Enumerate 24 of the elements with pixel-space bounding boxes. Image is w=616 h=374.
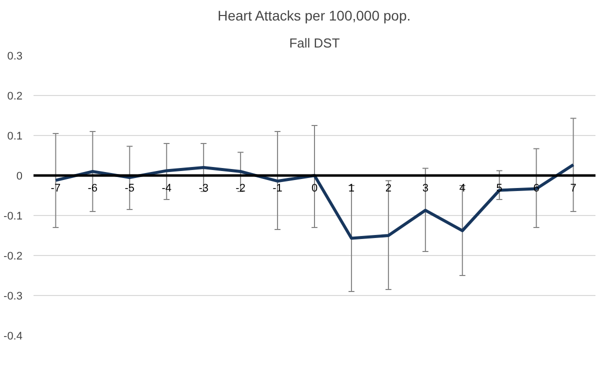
chart-subtitle: Fall DST (289, 36, 340, 50)
y-tick-label: 0 (16, 170, 23, 182)
chart-title: Heart Attacks per 100,000 pop. (218, 8, 411, 24)
y-tick-label: -0.4 (4, 330, 23, 342)
y-tick-label: 0.2 (7, 90, 23, 102)
x-tick-label: -2 (236, 182, 246, 194)
x-tick-label: 7 (570, 182, 576, 194)
x-tick-label: 4 (459, 182, 466, 194)
x-tick-label: 2 (385, 182, 392, 194)
y-tick-label: 0.1 (7, 130, 23, 142)
x-tick-label: -1 (272, 182, 282, 194)
x-tick-label: -5 (124, 182, 135, 194)
y-tick-label: -0.2 (4, 250, 23, 262)
x-tick-label: -4 (162, 182, 172, 194)
x-tick-label: 1 (348, 182, 355, 194)
y-tick-label: -0.3 (4, 290, 23, 302)
x-tick-label: 3 (422, 182, 428, 194)
x-tick-label: -3 (198, 182, 208, 194)
x-tick-label: -7 (50, 182, 61, 194)
x-tick-label: -6 (88, 182, 98, 194)
y-tick-label: 0.3 (7, 50, 23, 62)
x-tick-label: 0 (311, 182, 318, 194)
y-tick-label: -0.1 (4, 210, 23, 222)
x-tick-label: 5 (496, 182, 502, 194)
